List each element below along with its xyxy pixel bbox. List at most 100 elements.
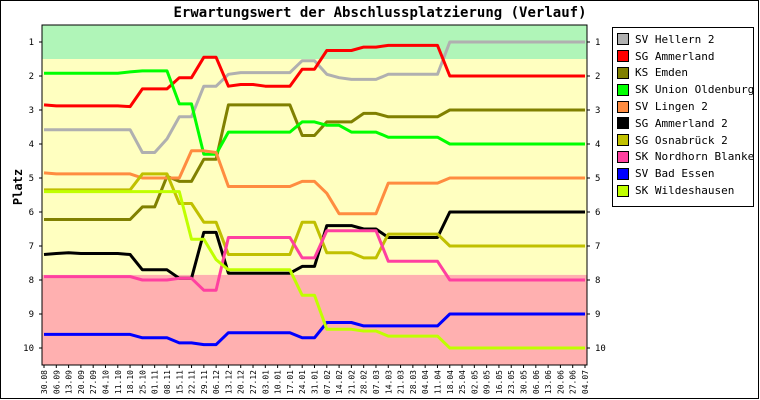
- x-tick-label-25: 21.02: [347, 370, 356, 394]
- y-tick-label-right-7: 7: [595, 242, 600, 252]
- x-tick-label-0: 30.08: [40, 370, 49, 394]
- y-tick-label-right-6: 6: [595, 208, 600, 218]
- legend-label-4: SV Lingen 2: [635, 100, 708, 114]
- x-tick-label-28: 14.03: [384, 370, 393, 394]
- legend-swatch-0: [617, 33, 629, 46]
- legend-swatch-3: [617, 83, 629, 96]
- x-tick-label-27: 07.03: [372, 370, 381, 394]
- x-tick-label-2: 13.09: [65, 370, 74, 394]
- series-line-9: [44, 190, 585, 350]
- legend-swatch-1: [617, 50, 629, 63]
- x-tick-label-39: 30.05: [520, 370, 529, 394]
- legend-label-5: SG Ammerland 2: [635, 116, 728, 130]
- series-line-3: [44, 69, 585, 156]
- x-tick-label-11: 15.11: [175, 370, 184, 394]
- legend-item-2: KS Emden: [617, 65, 753, 82]
- y-tick-label-left-10: 10: [23, 344, 34, 354]
- x-tick-label-32: 11.04: [433, 370, 442, 394]
- y-tick-label-left-2: 2: [29, 72, 34, 82]
- y-tick-label-right-10: 10: [595, 344, 606, 354]
- x-tick-label-5: 04.10: [101, 370, 110, 394]
- x-tick-label-26: 28.02: [360, 370, 369, 394]
- x-tick-label-10: 08.11: [163, 370, 172, 394]
- x-tick-label-16: 20.12: [237, 370, 246, 394]
- x-tick-label-7: 18.10: [126, 370, 135, 394]
- series-line-7: [44, 229, 585, 292]
- x-tick-label-3: 20.09: [77, 370, 86, 394]
- legend-label-9: SK Wildeshausen: [635, 184, 735, 198]
- y-tick-label-right-8: 8: [595, 276, 600, 286]
- x-tick-label-20: 17.01: [286, 370, 295, 394]
- x-tick-label-30: 28.03: [409, 370, 418, 394]
- legend-item-1: SG Ammerland: [617, 48, 753, 65]
- legend-item-9: SK Wildeshausen: [617, 182, 753, 199]
- x-tick-label-33: 18.04: [446, 370, 455, 394]
- legend-item-6: SG Osnabrück 2: [617, 132, 753, 149]
- y-tick-label-left-4: 4: [29, 140, 34, 150]
- legend-swatch-9: [617, 184, 629, 197]
- y-tick-label-right-2: 2: [595, 72, 600, 82]
- y-tick-label-left-6: 6: [29, 208, 34, 218]
- x-tick-label-23: 07.02: [323, 370, 332, 394]
- series-line-6: [44, 172, 585, 260]
- y-tick-label-right-5: 5: [595, 174, 600, 184]
- x-tick-label-15: 13.12: [224, 370, 233, 394]
- legend-label-6: SG Osnabrück 2: [635, 133, 728, 147]
- y-tick-label-left-8: 8: [29, 276, 34, 286]
- y-tick-label-right-1: 1: [595, 38, 600, 48]
- legend: SV Hellern 2 SG Ammerland KS Emden SK Union…: [612, 27, 760, 207]
- y-tick-label-left-5: 5: [29, 174, 34, 184]
- legend-item-0: SV Hellern 2: [617, 31, 753, 48]
- legend-swatch-6: [617, 134, 629, 147]
- x-tick-label-24: 14.02: [335, 370, 344, 394]
- series-line-4: [43, 149, 585, 216]
- legend-label-2: KS Emden: [635, 66, 688, 80]
- x-tick-label-1: 06.09: [52, 370, 61, 394]
- legend-swatch-7: [617, 150, 629, 163]
- y-tick-label-right-9: 9: [595, 310, 600, 320]
- x-tick-label-31: 04.04: [421, 370, 430, 394]
- legend-item-8: SV Bad Essen: [617, 165, 753, 182]
- y-tick-label-right-3: 3: [595, 106, 600, 116]
- series-line-5: [43, 210, 585, 280]
- series-line-0: [44, 40, 585, 154]
- x-tick-label-42: 20.06: [556, 370, 565, 394]
- x-tick-label-12: 22.11: [188, 370, 197, 394]
- x-tick-label-44: 04.07: [581, 370, 590, 394]
- legend-item-3: SK Union Oldenburg 2: [617, 81, 760, 98]
- x-tick-label-40: 06.06: [532, 370, 541, 394]
- legend-item-4: SV Lingen 2: [617, 98, 753, 115]
- zone-band-2: [42, 274, 587, 365]
- y-tick-label-right-4: 4: [595, 140, 600, 150]
- x-tick-label-18: 03.01: [261, 370, 270, 394]
- chart-title: Erwartungswert der Abschlussplatzierung …: [173, 5, 587, 21]
- x-tick-label-17: 27.12: [249, 370, 258, 394]
- x-tick-label-13: 29.11: [200, 370, 209, 394]
- legend-item-7: SK Nordhorn Blanke 3: [617, 149, 760, 166]
- zone-band-1: [42, 59, 587, 275]
- x-tick-label-9: 01.11: [151, 370, 160, 394]
- y-tick-label-left-7: 7: [29, 242, 34, 252]
- x-tick-label-6: 11.10: [114, 370, 123, 394]
- x-tick-label-14: 06.12: [212, 370, 221, 394]
- x-tick-label-19: 10.01: [274, 370, 283, 394]
- x-tick-label-36: 09.05: [483, 370, 492, 394]
- legend-swatch-5: [617, 117, 629, 130]
- x-tick-label-37: 16.05: [495, 370, 504, 394]
- x-tick-label-21: 24.01: [298, 370, 307, 394]
- x-tick-label-35: 02.05: [470, 370, 479, 394]
- y-tick-label-left-1: 1: [29, 38, 34, 48]
- x-tick-label-29: 21.03: [397, 370, 406, 394]
- legend-swatch-2: [617, 66, 629, 79]
- legend-label-8: SV Bad Essen: [635, 167, 715, 181]
- legend-label-3: SK Union Oldenburg 2: [635, 83, 760, 97]
- x-tick-label-41: 13.06: [544, 370, 553, 394]
- y-tick-label-left-9: 9: [29, 310, 34, 320]
- series-line-1: [43, 43, 585, 109]
- x-tick-label-34: 25.04: [458, 370, 467, 394]
- legend-label-0: SV Hellern 2: [635, 32, 715, 46]
- legend-label-1: SG Ammerland: [635, 49, 715, 63]
- series-line-8: [44, 312, 585, 347]
- x-tick-label-38: 23.05: [507, 370, 516, 394]
